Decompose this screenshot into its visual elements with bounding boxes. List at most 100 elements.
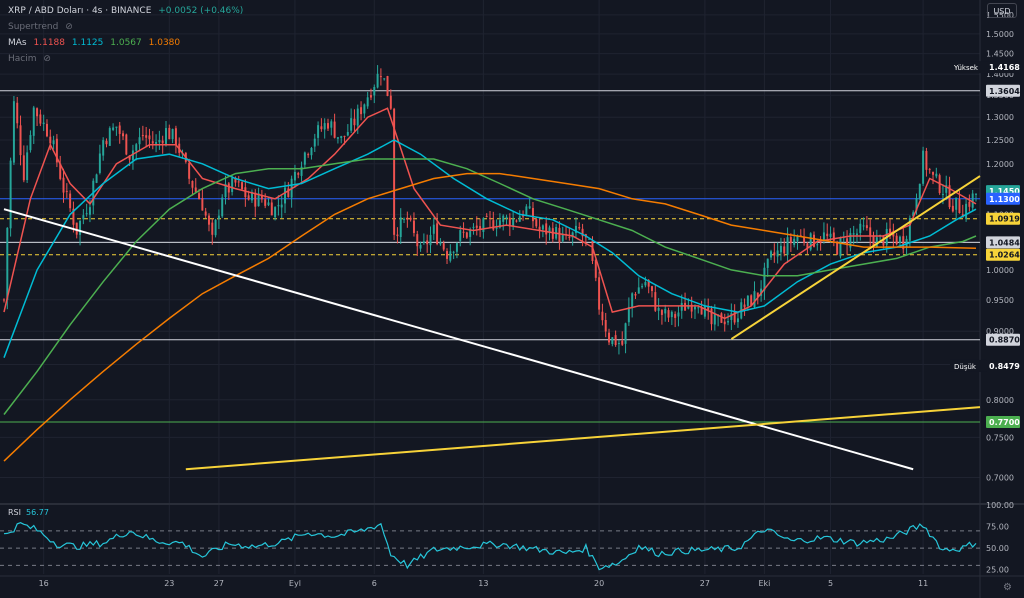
candle-body bbox=[250, 192, 253, 201]
ma2-value: 1.1125 bbox=[71, 38, 104, 48]
candle-body bbox=[340, 136, 343, 139]
candle-body bbox=[333, 121, 336, 138]
candle-body bbox=[806, 243, 809, 249]
candle-body bbox=[270, 202, 273, 216]
price-label-box bbox=[986, 359, 1020, 372]
candle-body bbox=[26, 152, 29, 180]
candle-body bbox=[505, 216, 508, 219]
candle-body bbox=[204, 211, 207, 216]
candle-body bbox=[862, 225, 865, 227]
candle-body bbox=[502, 215, 505, 222]
candle-body bbox=[112, 127, 115, 130]
candle-body bbox=[135, 144, 138, 151]
mas-legend[interactable]: MAs 1.1188 1.1125 1.0567 1.0380 bbox=[8, 37, 184, 49]
currency-button[interactable]: USD bbox=[987, 3, 1017, 18]
candle-body bbox=[479, 226, 482, 230]
candle-body bbox=[188, 162, 191, 179]
candle-body bbox=[677, 312, 680, 317]
candle-body bbox=[300, 166, 303, 176]
candle-body bbox=[446, 251, 449, 259]
candle-body bbox=[19, 125, 22, 156]
candle-body bbox=[657, 308, 660, 311]
candle-body bbox=[88, 207, 91, 215]
candle-body bbox=[872, 235, 875, 247]
candle-body bbox=[902, 236, 905, 250]
candle-body bbox=[604, 319, 607, 332]
moving-average-line-2 bbox=[3, 139, 977, 358]
candle-body bbox=[631, 293, 634, 309]
moving-average-line-4 bbox=[3, 172, 977, 462]
candle-body bbox=[379, 76, 382, 78]
candle-body bbox=[297, 173, 300, 175]
candle-body bbox=[912, 212, 915, 217]
candle-body bbox=[459, 230, 462, 242]
candle-body bbox=[36, 108, 39, 117]
candle-body bbox=[568, 236, 571, 238]
price-axis-tick: 0.7500 bbox=[986, 433, 1014, 442]
candle-body bbox=[307, 154, 310, 156]
candle-body bbox=[697, 307, 700, 309]
candle-body bbox=[548, 227, 551, 233]
candle-body bbox=[832, 232, 835, 241]
ma3-value: 1.0567 bbox=[110, 38, 142, 48]
candle-body bbox=[217, 215, 220, 219]
candle-body bbox=[680, 302, 683, 311]
candle-body bbox=[608, 332, 611, 343]
candle-body bbox=[168, 127, 171, 140]
candle-body bbox=[627, 306, 630, 323]
candle-body bbox=[512, 218, 515, 227]
candle-body bbox=[82, 215, 85, 220]
rsi-axis-tick: 50.00 bbox=[986, 544, 1009, 553]
candle-body bbox=[472, 226, 475, 228]
candle-body bbox=[558, 227, 561, 243]
candle-body bbox=[85, 213, 88, 215]
candle-body bbox=[131, 150, 134, 161]
candle-body bbox=[3, 299, 5, 301]
candle-body bbox=[211, 222, 214, 235]
candle-body bbox=[320, 126, 323, 130]
candle-body bbox=[439, 242, 442, 245]
candle-body bbox=[353, 118, 356, 126]
price-label: 1.4168 bbox=[989, 63, 1020, 72]
candle-body bbox=[518, 216, 521, 222]
symbol-legend[interactable]: XRP / ABD Doları · 4s · BINANCE +0.0052 … bbox=[8, 5, 247, 17]
candle-body bbox=[386, 76, 389, 96]
volume-legend[interactable]: Hacim ⊘ bbox=[8, 53, 55, 65]
candle-body bbox=[174, 128, 177, 146]
candle-body bbox=[148, 135, 151, 140]
time-axis-tick: 20 bbox=[594, 579, 604, 588]
candle-body bbox=[865, 225, 868, 229]
candle-body bbox=[284, 187, 287, 204]
eye-off-icon[interactable]: ⊘ bbox=[65, 22, 73, 32]
candle-body bbox=[151, 141, 154, 144]
candle-body bbox=[707, 306, 710, 311]
candle-body bbox=[621, 340, 624, 345]
candle-body bbox=[231, 178, 234, 192]
candle-body bbox=[313, 138, 316, 147]
candle-body bbox=[419, 244, 422, 249]
candle-body bbox=[551, 228, 554, 239]
price-axis-tick: 1.4000 bbox=[986, 70, 1014, 79]
price-axis-tick: 1.5000 bbox=[986, 30, 1014, 39]
candle-body bbox=[855, 233, 858, 236]
time-axis-tick: Eki bbox=[758, 579, 770, 588]
candle-body bbox=[409, 217, 412, 220]
candle-body bbox=[667, 310, 670, 318]
candle-body bbox=[955, 197, 958, 210]
candle-body bbox=[922, 150, 925, 184]
candle-body bbox=[55, 138, 58, 163]
candle-body bbox=[875, 237, 878, 248]
candle-body bbox=[932, 172, 935, 175]
time-axis-tick: 16 bbox=[39, 579, 49, 588]
candle-body bbox=[803, 237, 806, 243]
candle-body bbox=[727, 321, 730, 323]
candle-body bbox=[122, 133, 125, 137]
supertrend-legend[interactable]: Supertrend ⊘ bbox=[8, 21, 77, 33]
candle-body bbox=[201, 198, 204, 211]
candle-body bbox=[733, 311, 736, 323]
candle-body bbox=[247, 195, 250, 200]
eye-off-icon[interactable]: ⊘ bbox=[43, 54, 51, 64]
price-label: 1.3604 bbox=[989, 87, 1020, 96]
